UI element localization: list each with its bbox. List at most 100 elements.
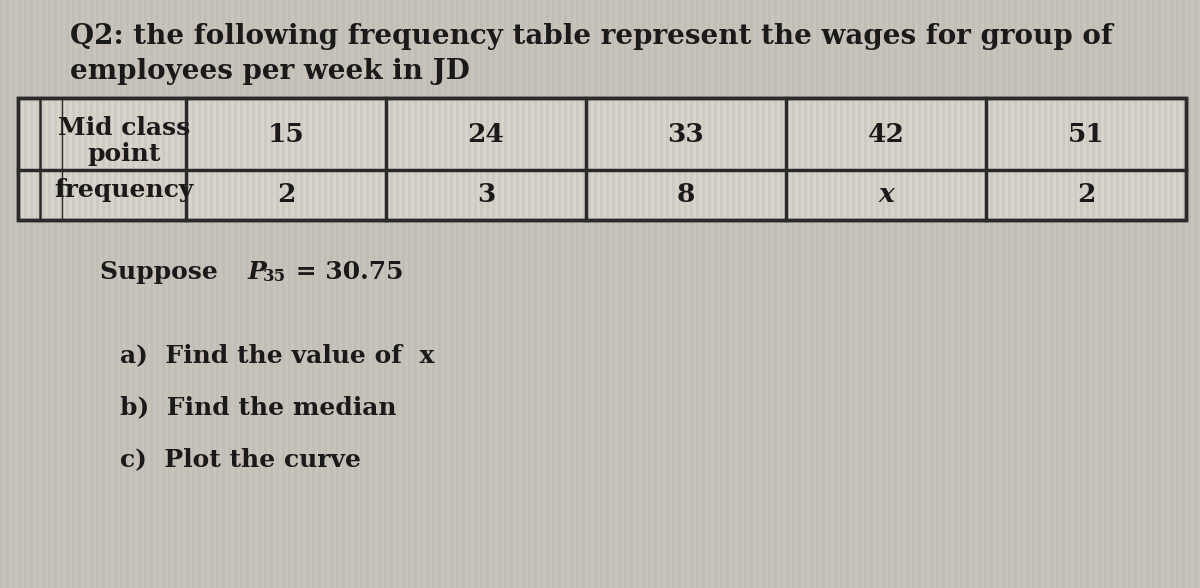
Bar	[132, 98, 134, 220]
Bar	[1176, 0, 1178, 588]
Bar	[252, 0, 256, 588]
Bar	[1116, 0, 1120, 588]
Bar	[864, 0, 866, 588]
Bar	[636, 0, 640, 588]
Bar	[792, 98, 796, 220]
Bar	[564, 0, 568, 588]
Bar	[918, 0, 922, 588]
Bar	[378, 0, 382, 588]
Bar	[534, 0, 538, 588]
Bar	[72, 0, 74, 588]
Bar	[552, 0, 554, 588]
Bar	[36, 98, 38, 220]
Bar	[462, 98, 466, 220]
Bar	[324, 98, 326, 220]
Bar	[444, 98, 446, 220]
Bar	[54, 0, 58, 588]
Bar	[468, 0, 470, 588]
Bar	[90, 98, 94, 220]
Bar	[24, 0, 28, 588]
Bar	[654, 98, 658, 220]
Bar	[126, 0, 130, 588]
Bar	[642, 0, 646, 588]
Bar	[186, 0, 190, 588]
Bar	[72, 98, 74, 220]
Text: employees per week in JD: employees per week in JD	[70, 58, 469, 85]
Bar	[1056, 0, 1060, 588]
Bar	[114, 0, 118, 588]
Bar	[828, 98, 830, 220]
Bar	[234, 0, 238, 588]
Bar	[1086, 0, 1090, 588]
Bar	[492, 0, 496, 588]
Bar	[114, 98, 118, 220]
Bar	[936, 98, 940, 220]
Bar	[480, 0, 482, 588]
Bar	[210, 0, 214, 588]
Bar	[816, 0, 818, 588]
Bar	[510, 0, 514, 588]
Bar	[768, 98, 772, 220]
Bar	[522, 98, 526, 220]
Bar	[486, 0, 490, 588]
Bar	[696, 0, 698, 588]
Bar	[96, 0, 98, 588]
Bar	[258, 98, 262, 220]
Bar	[456, 0, 458, 588]
Bar	[660, 98, 662, 220]
Bar	[474, 98, 478, 220]
Bar	[1164, 0, 1166, 588]
Bar	[390, 0, 394, 588]
Bar	[246, 98, 250, 220]
Bar	[1026, 0, 1030, 588]
Bar	[1104, 0, 1108, 588]
Bar	[780, 98, 784, 220]
Bar	[774, 0, 778, 588]
Bar	[882, 98, 886, 220]
Bar	[612, 0, 616, 588]
Bar	[1170, 98, 1174, 220]
Bar	[1020, 98, 1022, 220]
Text: x: x	[878, 182, 894, 208]
Bar	[984, 98, 986, 220]
Bar	[1122, 98, 1126, 220]
Bar	[66, 98, 70, 220]
Bar	[630, 0, 634, 588]
Bar	[1164, 98, 1166, 220]
Bar	[1074, 0, 1078, 588]
Text: 3: 3	[476, 182, 496, 208]
Bar	[102, 98, 106, 220]
Bar	[42, 0, 46, 588]
Bar	[786, 98, 790, 220]
Bar	[948, 98, 952, 220]
Bar	[1140, 98, 1142, 220]
Bar	[306, 0, 310, 588]
Bar	[0, 0, 2, 588]
Bar	[438, 98, 442, 220]
Bar	[708, 0, 710, 588]
Bar	[270, 0, 274, 588]
Bar	[534, 98, 538, 220]
Bar	[558, 98, 562, 220]
Bar	[408, 0, 410, 588]
Bar	[1026, 98, 1030, 220]
Bar	[342, 98, 346, 220]
Bar	[666, 0, 670, 588]
Bar	[810, 0, 814, 588]
Text: b)  Find the median: b) Find the median	[120, 395, 397, 419]
Bar	[204, 98, 208, 220]
Bar	[780, 0, 784, 588]
Bar	[18, 0, 22, 588]
Bar	[540, 0, 542, 588]
Bar	[414, 98, 418, 220]
Bar	[612, 98, 616, 220]
Bar	[1092, 98, 1096, 220]
Bar	[690, 98, 694, 220]
Bar	[786, 0, 790, 588]
Bar	[714, 98, 718, 220]
Bar	[648, 98, 650, 220]
Bar	[144, 98, 148, 220]
Bar	[18, 98, 1186, 220]
Bar	[1110, 98, 1114, 220]
Bar	[1104, 98, 1108, 220]
